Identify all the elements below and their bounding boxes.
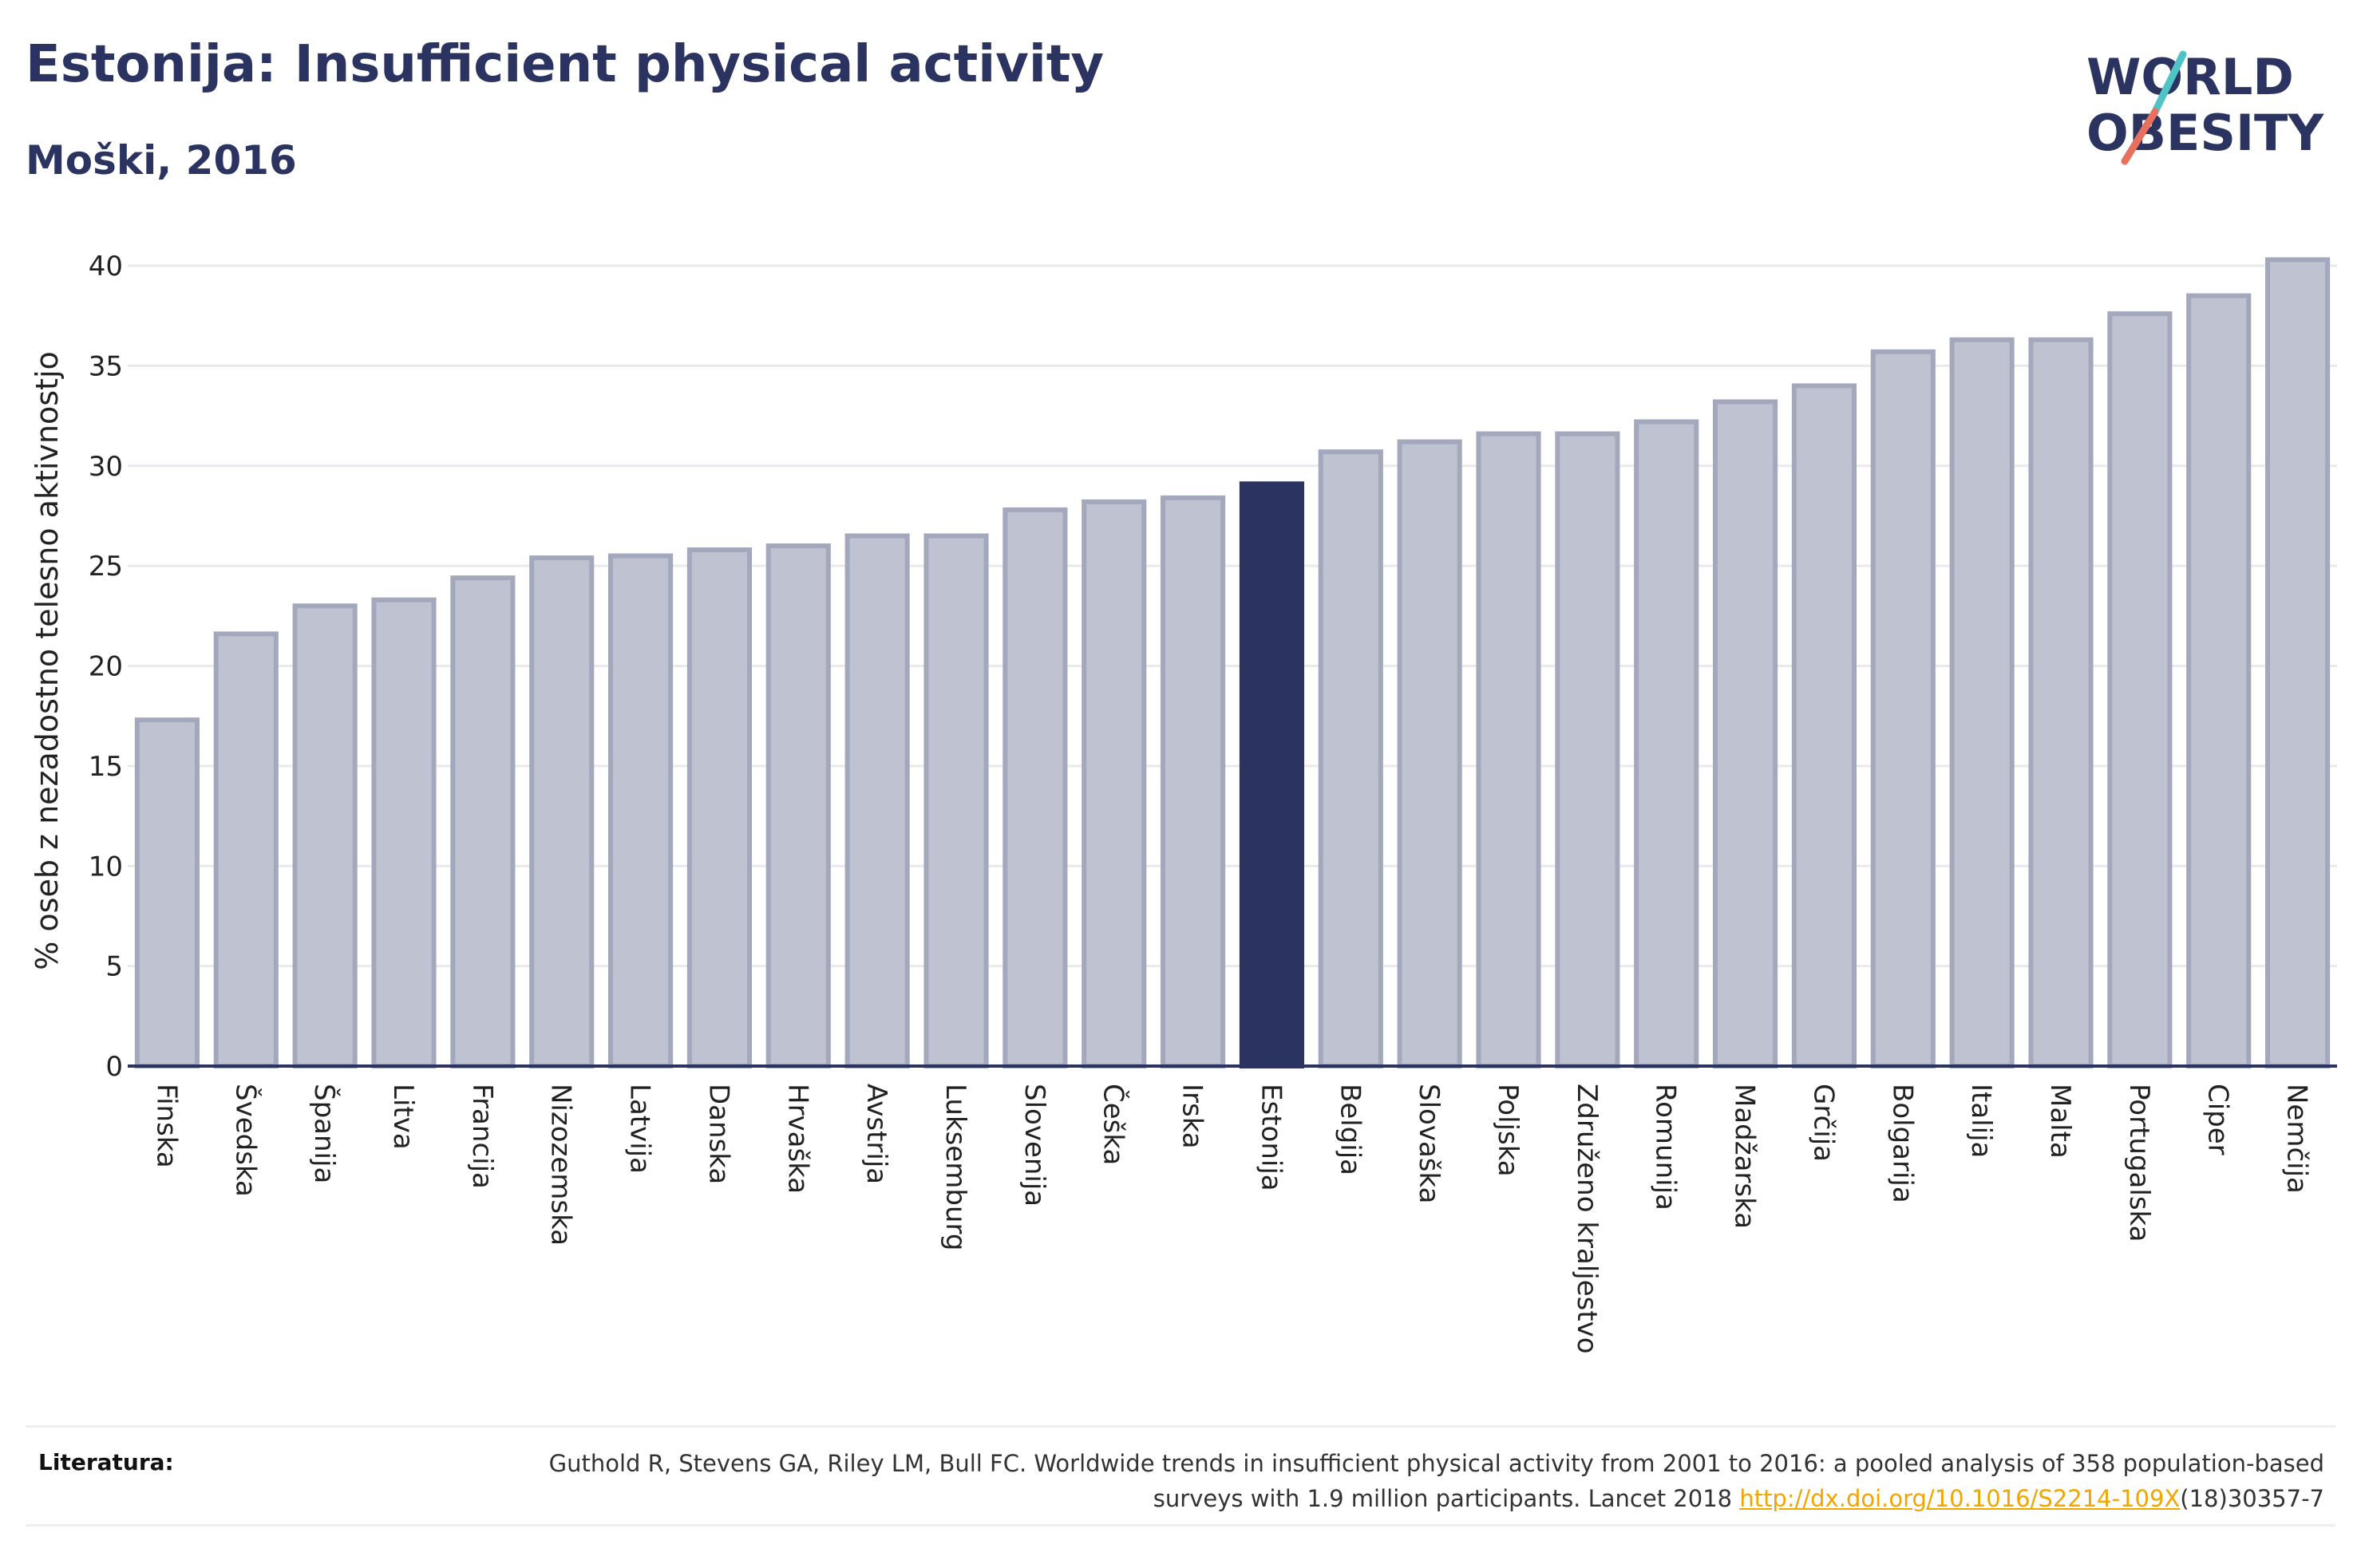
- bar-litva: [371, 597, 437, 1068]
- bar-romunija: [1634, 419, 1699, 1068]
- x-tick-label: Hrvaška: [781, 1084, 813, 1194]
- bar-danska: [686, 547, 752, 1068]
- y-axis-ticks: 0 5 10 15 20 25 30 35 40: [89, 251, 123, 1083]
- x-tick-label: Danska: [702, 1084, 734, 1184]
- y-tick-label: 15: [89, 751, 123, 783]
- bar-chart: 0 5 10 15 20 25 30 35 40 Finska Švedska Španija Lit…: [30, 251, 2337, 1354]
- x-tick-label: Avstrija: [860, 1084, 892, 1184]
- x-tick-label: Nizozemska: [545, 1084, 577, 1246]
- references-text: Guthold R, Stevens GA, Riley LM, Bull FC…: [488, 1446, 2324, 1516]
- bar-poljska: [1476, 431, 1541, 1068]
- x-tick-label: Litva: [387, 1084, 419, 1150]
- bar-luksemburg: [923, 533, 989, 1068]
- bar-estonija: [1239, 481, 1304, 1068]
- bar-nizozemska: [529, 555, 595, 1068]
- bar-slovenija: [1003, 507, 1068, 1068]
- y-tick-label: 0: [105, 1051, 123, 1083]
- bars: [134, 257, 2331, 1069]
- y-tick-label: 10: [89, 851, 123, 883]
- bar-švedska: [213, 631, 279, 1068]
- footer-divider-bottom: [26, 1524, 2335, 1527]
- y-tick-label: 35: [89, 350, 123, 382]
- x-tick-label: Španija: [308, 1084, 341, 1183]
- world-obesity-logo: WORLD OBESITY: [2086, 48, 2324, 165]
- x-tick-label: Grčija: [1807, 1084, 1839, 1162]
- bar-italija: [1949, 337, 2015, 1068]
- y-tick-label: 5: [105, 951, 123, 983]
- bar-belgija: [1318, 449, 1383, 1068]
- bar-hrvaška: [765, 543, 831, 1068]
- logo-slash-coral: [2121, 108, 2159, 165]
- x-tick-label: Romunija: [1650, 1084, 1682, 1211]
- x-tick-label: Malta: [2044, 1084, 2076, 1159]
- x-tick-label: Bolgarija: [1886, 1084, 1918, 1203]
- logo-word-world: WORLD: [2086, 48, 2294, 106]
- y-axis-label: % oseb z nezadostno telesno aktivnostjo: [30, 351, 65, 970]
- x-tick-label: Italija: [1965, 1084, 1997, 1158]
- y-tick-label: 25: [89, 551, 123, 583]
- x-tick-label: Finska: [150, 1084, 182, 1168]
- x-tick-label: Estonija: [1255, 1084, 1287, 1191]
- bar-združeno-kraljestvo: [1555, 431, 1620, 1068]
- x-tick-label: Latvija: [624, 1084, 656, 1174]
- bar-grčija: [1791, 383, 1857, 1068]
- x-tick-label: Združeno kraljestvo: [1571, 1084, 1603, 1354]
- chart-title: Estonija: Insufficient physical activity: [26, 35, 1105, 94]
- x-tick-label: Slovenija: [1018, 1084, 1050, 1207]
- citation-suffix: (18)30357-7: [2180, 1485, 2324, 1512]
- x-tick-label: Madžarska: [1729, 1084, 1761, 1229]
- bar-irska: [1161, 495, 1226, 1068]
- x-tick-label: Ciper: [2202, 1084, 2234, 1155]
- y-tick-label: 40: [89, 251, 123, 282]
- x-tick-label: Nemčija: [2281, 1084, 2313, 1194]
- bar-avstrija: [844, 533, 910, 1068]
- logo-slash-teal: [2151, 50, 2187, 116]
- y-tick-label: 30: [89, 451, 123, 483]
- x-tick-label: Irska: [1177, 1084, 1208, 1149]
- bar-slovaška: [1397, 439, 1462, 1068]
- footer-divider-top: [26, 1425, 2335, 1428]
- references-label: Literatura:: [38, 1449, 174, 1475]
- x-tick-label: Češka: [1097, 1084, 1130, 1165]
- bar-češka: [1082, 499, 1147, 1068]
- bar-malta: [2028, 337, 2094, 1068]
- bar-ciper: [2186, 293, 2252, 1068]
- x-tick-label: Slovaška: [1413, 1084, 1445, 1203]
- x-axis-labels: Finska Švedska Španija Litva Francija Nizozem…: [150, 1084, 2312, 1354]
- chart-subtitle: Moški, 2016: [26, 137, 297, 184]
- x-tick-label: Portugalska: [2123, 1084, 2155, 1242]
- citation-text: Guthold R, Stevens GA, Riley LM, Bull FC…: [548, 1450, 2324, 1512]
- bar-nemčija: [2265, 257, 2331, 1069]
- bar-španija: [292, 603, 358, 1068]
- bar-finska: [134, 717, 200, 1068]
- bar-francija: [450, 575, 516, 1068]
- x-tick-label: Belgija: [1334, 1084, 1366, 1175]
- bar-bolgarija: [1870, 349, 1936, 1068]
- x-tick-label: Poljska: [1492, 1084, 1524, 1177]
- x-tick-label: Francija: [466, 1084, 498, 1189]
- x-tick-label: Švedska: [229, 1084, 262, 1197]
- bar-madžarska: [1713, 399, 1778, 1068]
- doi-link[interactable]: http://dx.doi.org/10.1016/S2214-109X: [1739, 1485, 2181, 1512]
- y-tick-label: 20: [89, 651, 123, 683]
- x-tick-label: Luksemburg: [939, 1084, 971, 1250]
- bar-portugalska: [2107, 311, 2173, 1068]
- bar-latvija: [608, 553, 674, 1068]
